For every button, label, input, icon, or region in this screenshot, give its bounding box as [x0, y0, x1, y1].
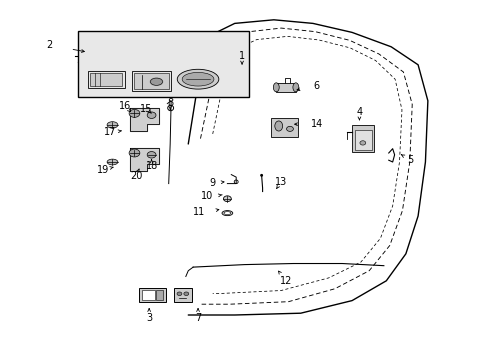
Bar — [173, 288, 192, 302]
Ellipse shape — [107, 122, 118, 128]
Text: 15: 15 — [139, 104, 152, 114]
Bar — [132, 71, 171, 91]
Text: 11: 11 — [193, 207, 205, 217]
Ellipse shape — [177, 292, 182, 296]
Ellipse shape — [222, 211, 232, 216]
Text: 8: 8 — [167, 98, 173, 108]
Text: 12: 12 — [279, 276, 292, 286]
Ellipse shape — [147, 152, 156, 158]
Text: 5: 5 — [407, 155, 413, 165]
Text: 18: 18 — [145, 161, 158, 171]
Text: 9: 9 — [208, 178, 215, 188]
Text: 14: 14 — [310, 119, 322, 129]
Bar — [88, 71, 124, 88]
Bar — [354, 130, 371, 150]
Text: 16: 16 — [118, 101, 131, 111]
Ellipse shape — [359, 141, 365, 145]
Bar — [90, 73, 122, 86]
Text: 17: 17 — [103, 127, 116, 138]
Ellipse shape — [224, 212, 230, 215]
Text: 2: 2 — [46, 40, 52, 50]
Ellipse shape — [150, 78, 162, 85]
Ellipse shape — [286, 126, 293, 131]
Text: 3: 3 — [146, 312, 152, 323]
Text: 1: 1 — [239, 51, 244, 61]
Text: 7: 7 — [195, 312, 201, 323]
Bar — [142, 290, 154, 300]
Bar — [351, 125, 373, 152]
Bar — [78, 31, 249, 97]
Text: 6: 6 — [312, 81, 319, 91]
Bar — [134, 73, 168, 89]
Text: 20: 20 — [129, 171, 142, 181]
Polygon shape — [129, 148, 159, 171]
Ellipse shape — [129, 149, 140, 157]
Ellipse shape — [182, 72, 213, 86]
Text: 13: 13 — [274, 177, 287, 187]
Ellipse shape — [147, 112, 156, 118]
Text: 10: 10 — [200, 191, 212, 201]
Ellipse shape — [223, 196, 231, 202]
Text: 19: 19 — [96, 165, 109, 175]
Ellipse shape — [107, 159, 118, 165]
Bar — [139, 288, 166, 302]
Ellipse shape — [274, 121, 282, 131]
Ellipse shape — [273, 83, 279, 92]
Ellipse shape — [177, 69, 219, 89]
Ellipse shape — [260, 174, 263, 177]
Ellipse shape — [292, 83, 298, 92]
Bar — [271, 118, 298, 137]
Bar — [156, 290, 163, 300]
Text: 4: 4 — [356, 107, 362, 117]
Polygon shape — [129, 108, 159, 131]
Bar — [276, 83, 295, 92]
Ellipse shape — [183, 292, 188, 296]
Ellipse shape — [129, 109, 140, 117]
